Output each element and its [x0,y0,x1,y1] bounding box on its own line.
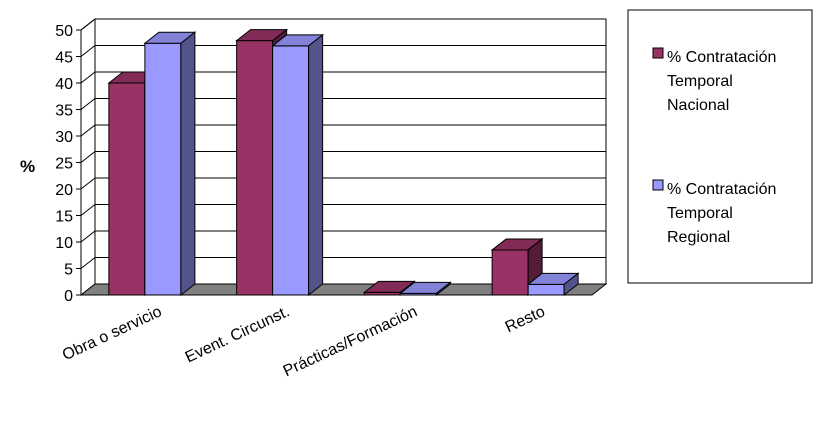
bar [526,272,580,297]
bar-front [236,40,274,296]
gridline-side [80,18,96,31]
x-tick-label: Resto [503,303,548,336]
y-tick-label: 15 [55,209,73,226]
bar-front [108,82,146,296]
y-tick-label: 25 [55,156,73,173]
y-tick-label: 20 [55,182,73,199]
legend-label: % Contratación [667,181,776,198]
bar [398,281,452,297]
bar-front [527,283,565,296]
gridline-side [80,71,96,84]
y-tick-label: 35 [55,103,73,120]
bar-front [272,45,310,296]
y-tick-label: 10 [55,235,73,252]
legend-label: Temporal [667,205,733,222]
legend-item: % Contratación Temporal Regional [652,179,776,246]
legend-label: Nacional [667,97,729,114]
gridline-side [80,98,96,110]
bar-front [491,249,529,296]
y-tick-label: 0 [64,288,73,305]
y-tick-label: 40 [55,76,73,93]
y-axis-ticks: 0 5 10 15 20 25 30 35 40 45 50 [55,23,81,305]
bars [107,28,580,297]
bar-side [308,33,324,297]
legend-label: Temporal [667,73,733,90]
legend-item: % Contratación Temporal Nacional [652,47,776,114]
y-tick-label: 45 [55,50,73,67]
y-tick-label: 50 [55,23,73,40]
x-axis-labels: Obra o servicio Event. Circunst.Prácticas… [60,303,548,380]
bar-side [563,272,579,297]
gridline-side [80,124,96,137]
legend-swatch [652,47,664,59]
bar-side [180,31,196,297]
bar [143,31,197,297]
bar-front [144,42,182,296]
y-axis-label: % [20,157,35,176]
legend-swatch [652,179,664,191]
legend-label: Regional [667,229,730,246]
gridline-side [80,230,96,243]
legend-label: % Contratación [667,49,776,66]
gridline-side [80,204,96,216]
x-tick-label: Obra o servicio [60,303,165,364]
bar [271,33,325,297]
bar-side [435,281,451,297]
gridline-side [80,177,96,190]
x-tick-label: Prácticas/Formación [281,303,420,380]
gridline-side [80,257,96,269]
x-tick-label: Event. Circunst. [183,303,293,366]
y-tick-label: 5 [64,262,73,279]
y-tick-label: 30 [55,129,73,146]
gridline-side [80,45,96,57]
gridline-side [80,151,96,163]
